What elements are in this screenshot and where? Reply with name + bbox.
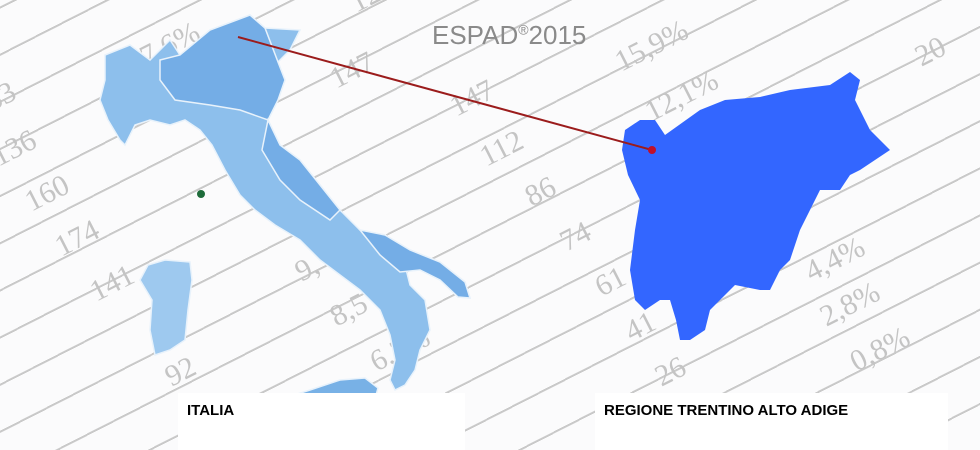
region-label: REGIONE TRENTINO ALTO ADIGE <box>604 402 849 419</box>
italy-central-east-regions <box>261 117 342 221</box>
italy-map <box>99 14 472 441</box>
region-marker-dot <box>648 146 656 154</box>
title-text: ESPAD <box>432 20 519 50</box>
italy-mainland <box>99 14 472 392</box>
title-year: 2015 <box>528 20 587 50</box>
italy-label: ITALIA <box>187 402 235 419</box>
connector-line <box>237 36 653 151</box>
trentino-alto-adige-map <box>622 72 890 340</box>
green-marker-dot <box>197 190 205 198</box>
region-label-box <box>595 393 948 450</box>
italy-label-box <box>178 393 465 450</box>
sardinia <box>139 259 193 356</box>
italy-south-east-regions <box>358 228 472 299</box>
registered-mark: ® <box>518 21 529 38</box>
page-title: ESPAD®2015 <box>432 20 586 51</box>
